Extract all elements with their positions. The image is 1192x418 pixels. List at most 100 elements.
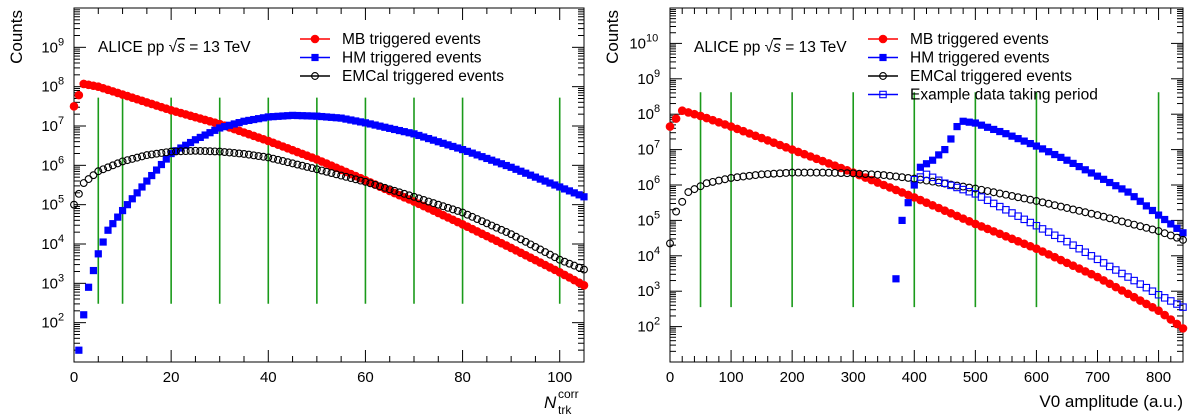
data-point [556,183,564,191]
sqrt-symbol: √ [169,39,178,56]
data-point [579,280,589,290]
data-point [550,253,559,262]
x-tick-label: 40 [260,369,277,386]
data-point [671,114,681,123]
data-point [293,160,302,169]
data-point [733,173,742,182]
data-point [434,138,442,146]
data-point [454,144,462,152]
data-point [892,172,900,181]
series-4 [910,170,1187,311]
data-point [250,115,258,124]
data-point [410,130,418,138]
data-point [666,239,674,248]
data-point [69,102,79,111]
data-point [230,120,238,128]
bin-boundary-lines [97,97,561,304]
data-point [123,201,132,209]
data-point [898,173,907,182]
x-tick-label: 100 [547,369,572,386]
data-point [225,121,234,129]
y-tick-label-exponent: 2 [654,316,660,328]
data-point [1026,139,1034,148]
y-tick-label: 10 [41,197,58,214]
data-point [468,212,477,221]
data-point [162,155,170,163]
data-point [361,177,370,186]
data-point [444,203,452,212]
data-point [259,152,268,161]
data-point [672,207,681,216]
y-tick-label: 10 [629,35,646,52]
data-point [818,168,827,177]
data-point [133,153,142,162]
data-point [332,170,341,179]
data-point [269,113,277,121]
data-point [405,129,413,137]
data-point [463,147,472,155]
legend: MB triggered events HM triggered eventsEM… [868,31,1098,104]
legend-marker [879,90,887,99]
data-point [463,210,472,219]
data-point [84,283,93,291]
data-point [424,134,433,143]
data-point [220,123,229,131]
data-point [118,206,127,215]
data-point [337,114,345,122]
data-point [536,245,545,254]
data-point [385,185,394,194]
data-point [196,146,205,155]
data-point [727,173,736,182]
data-point [439,202,448,211]
data-point [1118,185,1126,193]
data-point [157,160,166,169]
data-point [366,120,374,128]
x-tick-label: 400 [902,369,927,386]
data-point [575,191,583,199]
data-point [1167,220,1175,228]
data-point [546,179,554,187]
data-point [308,164,316,173]
data-point [551,181,559,189]
y-tick-label-exponent: 9 [654,68,660,80]
data-point [739,172,748,181]
data-point [293,111,302,120]
data-point [351,175,360,184]
data-point [235,119,243,127]
x-tick-label: 200 [780,369,805,386]
data-point [216,124,224,132]
data-point [327,169,336,177]
data-point [458,208,467,217]
data-point [230,149,239,157]
data-point [867,170,876,179]
legend: MB triggered events HM triggered eventsEM… [300,31,504,85]
data-point [1154,211,1163,219]
y-tick-label-exponent: 6 [58,154,64,166]
data-point [264,153,273,162]
y-tick-label-exponent: 10 [646,32,658,44]
data-point [922,160,931,168]
data-point [429,199,438,208]
data-point [172,147,180,156]
data-point [953,122,961,131]
data-point [415,131,423,140]
data-point [1051,150,1059,159]
data-point [376,122,384,130]
data-point [128,195,136,203]
y-tick-label-exponent: 2 [58,312,64,324]
data-point [138,152,146,161]
data-point [215,147,224,156]
data-point [79,179,88,187]
data-point [555,255,564,264]
data-point [419,195,428,204]
legend-label: MB triggered events [342,31,481,48]
y-tick-label-exponent: 5 [58,194,64,206]
data-point [473,215,482,223]
data-point [288,159,297,168]
y-tick-label: 10 [41,118,58,135]
data-point [1069,159,1077,168]
data-point [210,147,219,156]
data-point [507,230,516,239]
data-point [104,226,112,234]
